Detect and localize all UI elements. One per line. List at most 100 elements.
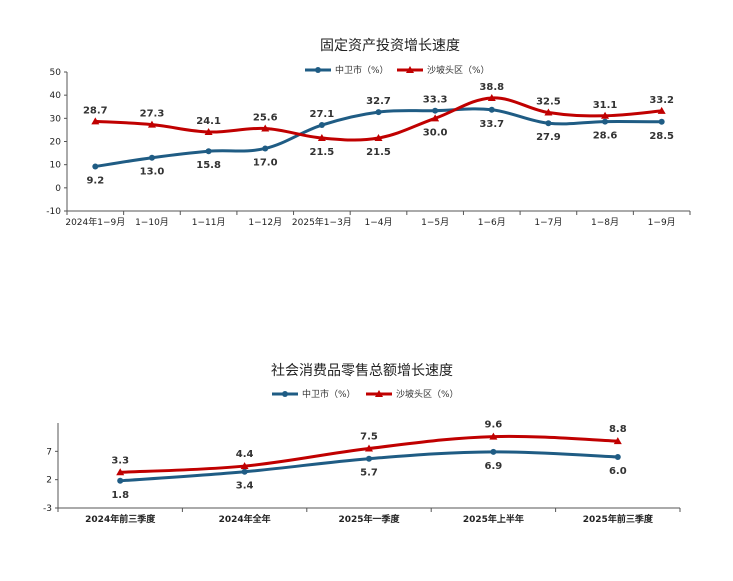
- data-label: 31.1: [593, 100, 618, 111]
- data-label: 28.5: [649, 131, 674, 142]
- y-tick-label: 7: [46, 447, 52, 457]
- x-tick-label: 1−12月: [248, 217, 282, 228]
- retail-sales-chart: 社会消费品零售总额增长速度 中卫市（%） 沙坡头区（%） -3 2 7 2024年前三季…: [0, 350, 733, 581]
- data-point-blue: [375, 109, 382, 116]
- data-label: 30.0: [423, 127, 448, 138]
- legend-marker-triangle: [406, 66, 414, 73]
- legend-marker-circle: [282, 391, 288, 397]
- data-label: 3.4: [236, 481, 254, 492]
- data-point-blue: [658, 118, 665, 125]
- data-point-red: [544, 108, 553, 116]
- legend-label-0: 中卫市（%）: [302, 388, 356, 400]
- data-point-red: [91, 117, 100, 125]
- data-label: 5.7: [360, 468, 378, 479]
- data-label: 25.6: [253, 113, 278, 124]
- legend-marker-circle: [315, 67, 321, 73]
- data-point-red: [613, 437, 622, 445]
- data-point-blue: [488, 106, 495, 113]
- y-tick-label: -10: [46, 207, 61, 217]
- data-label: 3.3: [111, 455, 129, 466]
- data-label: 9.2: [86, 176, 104, 187]
- data-label: 27.1: [310, 109, 335, 120]
- data-label: 33.3: [423, 95, 448, 106]
- legend-marker-triangle: [375, 390, 383, 397]
- y-tick-label: 40: [50, 91, 62, 101]
- chart-1-axes: -10 0 10 20 30 40 50 2024年1−9月 1−10月 1−11月 1−12月 20…: [46, 68, 691, 228]
- data-label: 21.5: [366, 147, 391, 158]
- y-tick-label: 10: [50, 161, 62, 171]
- data-label: 24.1: [196, 116, 221, 127]
- data-point-blue: [205, 148, 212, 155]
- data-point-blue: [262, 145, 269, 152]
- y-tick-label: 50: [50, 68, 62, 78]
- data-point-blue: [92, 163, 99, 170]
- x-tick-label: 2024年全年: [219, 513, 271, 525]
- data-point-red: [489, 432, 498, 440]
- data-point-blue: [602, 118, 609, 125]
- y-tick-label: 20: [50, 138, 62, 148]
- data-point-red: [365, 444, 373, 452]
- fixed-asset-investment-chart: 固定资产投资增长速度 中卫市（%） 沙坡头区（%） -10 0 10 20 30 40 50 2…: [0, 0, 733, 250]
- data-point-blue: [432, 107, 439, 114]
- x-tick-label: 1−10月: [135, 217, 169, 228]
- data-point-blue: [490, 448, 497, 455]
- x-tick-label: 2025年一季度: [338, 513, 400, 525]
- data-point-blue: [366, 455, 372, 462]
- data-label: 27.9: [536, 132, 561, 143]
- data-point-red: [240, 462, 249, 470]
- x-tick-label: 1−6月: [478, 217, 506, 228]
- data-label: 21.5: [310, 147, 335, 158]
- chart-1-title: 固定资产投资增长速度: [320, 38, 460, 54]
- data-point-red: [487, 93, 496, 101]
- data-label: 33.2: [649, 95, 674, 106]
- data-label: 4.4: [236, 449, 254, 460]
- data-point-blue: [117, 477, 124, 484]
- x-tick-label: 1−4月: [365, 217, 393, 228]
- data-point-blue: [318, 122, 325, 129]
- chart-2-svg: 社会消费品零售总额增长速度 中卫市（%） 沙坡头区（%） -3 2 7 2024年前三季…: [43, 363, 681, 525]
- legend-label-1: 沙坡头区（%）: [396, 388, 459, 400]
- data-label: 7.5: [360, 432, 378, 443]
- x-tick-label: 1−9月: [648, 217, 676, 228]
- y-tick-label: -3: [43, 504, 52, 514]
- data-point-red: [657, 106, 666, 114]
- chart-1-legend: 中卫市（%） 沙坡头区（%）: [305, 64, 490, 76]
- data-label: 28.7: [83, 105, 108, 116]
- data-label: 32.5: [536, 97, 561, 108]
- chart-1-svg: 固定资产投资增长速度 中卫市（%） 沙坡头区（%） -10 0 10 20 30 40 50 2…: [46, 38, 691, 228]
- data-point-blue: [614, 454, 621, 460]
- data-label: 15.8: [196, 160, 221, 171]
- data-point-red: [261, 124, 270, 132]
- chart-1-series: 9.2 13.0 15.8 17.0 27.1 32.7 33.3 33.7 27.9 28.6 2…: [83, 82, 674, 187]
- data-point-red: [431, 114, 440, 122]
- data-point-red: [147, 120, 156, 128]
- x-tick-label: 1−11月: [192, 217, 226, 228]
- data-label: 17.0: [253, 157, 278, 168]
- legend-label-1: 沙坡头区（%）: [427, 64, 490, 76]
- data-point-red: [317, 134, 326, 142]
- chart-2-axes: -3 2 7 2024年前三季度 2024年全年 2025年一季度 2025年上半年 2025…: [43, 423, 681, 525]
- data-label: 38.8: [479, 82, 504, 93]
- x-tick-label: 1−8月: [591, 217, 619, 228]
- data-point-red: [601, 111, 610, 119]
- data-label: 13.0: [140, 167, 165, 178]
- data-point-blue: [148, 154, 155, 161]
- x-tick-label: 1−5月: [421, 217, 449, 228]
- data-label: 8.8: [609, 424, 627, 435]
- data-point-blue: [241, 468, 248, 475]
- data-label: 27.3: [140, 109, 165, 120]
- data-label: 32.7: [366, 96, 391, 107]
- data-point-red: [374, 134, 383, 142]
- x-tick-label: 1−7月: [534, 217, 562, 228]
- data-label: 33.7: [479, 119, 504, 130]
- data-label: 6.0: [609, 466, 627, 477]
- data-point-red: [116, 468, 125, 476]
- x-tick-label: 2025年1−3月: [292, 216, 352, 228]
- data-point-red: [204, 128, 213, 136]
- chart-2-title: 社会消费品零售总额增长速度: [271, 363, 453, 379]
- x-tick-label: 2024年1−9月: [65, 216, 125, 228]
- x-tick-label: 2025年前三季度: [583, 513, 654, 525]
- x-tick-label: 2024年前三季度: [85, 513, 156, 525]
- y-tick-label: 0: [55, 184, 61, 194]
- y-tick-label: 30: [50, 114, 62, 124]
